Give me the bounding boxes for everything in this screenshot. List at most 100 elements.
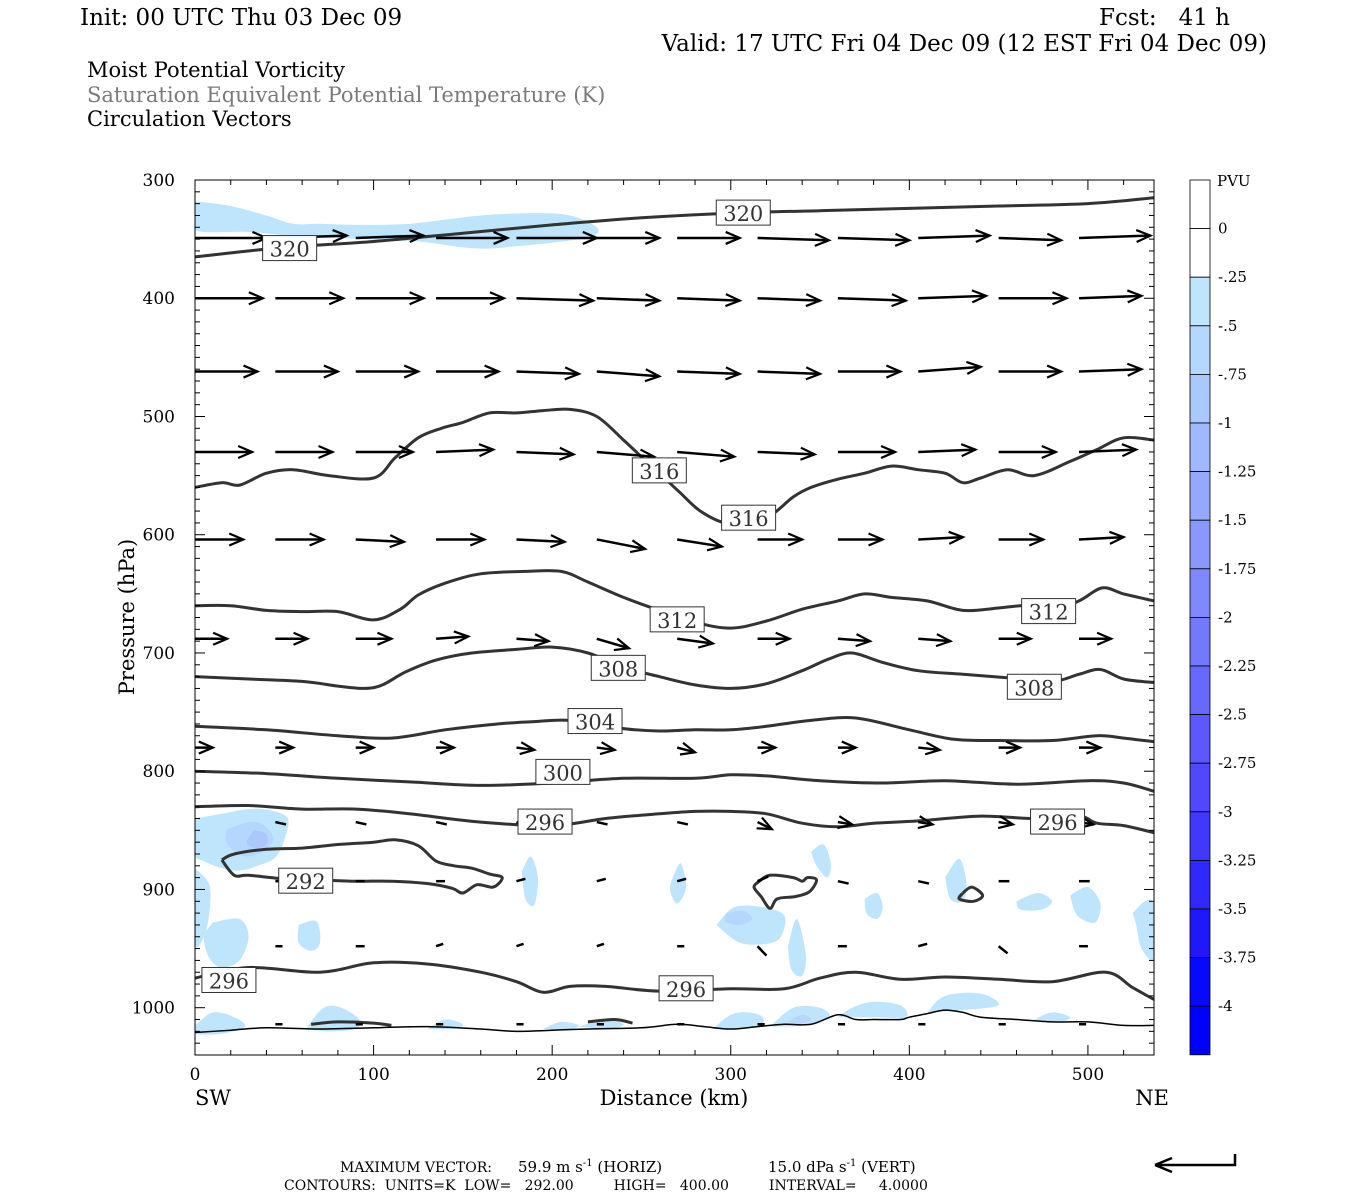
vector-head — [359, 740, 377, 755]
vector-arrow — [436, 443, 497, 458]
vector-arrow — [918, 289, 989, 304]
field-title-mpv: Moist Potential Vorticity — [87, 58, 345, 82]
vector-shaft — [918, 535, 963, 541]
vector-arrow — [516, 741, 538, 756]
vector-shaft — [355, 820, 367, 826]
vector-shaft — [596, 942, 605, 948]
contour-label: 320 — [262, 235, 318, 262]
vector-head — [377, 631, 395, 646]
vector-head — [725, 293, 743, 308]
pv-region-3 — [246, 830, 268, 849]
contour-label-text: 308 — [598, 657, 638, 681]
vector-arrow — [596, 942, 605, 948]
vector-arrow — [677, 230, 743, 245]
contour-label-text: 320 — [270, 238, 310, 262]
vector-head — [805, 293, 823, 308]
vector-head — [894, 232, 913, 247]
vector-head — [1135, 229, 1154, 244]
pv-region-26 — [837, 1001, 908, 1019]
vector-arrow — [998, 291, 1070, 306]
contour-label: 308 — [1006, 673, 1062, 700]
init-label: Init: 00 UTC Thu 03 Dec 09 — [80, 5, 402, 31]
contour-label: 308 — [590, 654, 646, 681]
vector-head — [1028, 532, 1047, 547]
contour-label: 316 — [721, 504, 777, 531]
colorbar-swatch — [1189, 908, 1211, 958]
vector-arrow — [676, 537, 725, 552]
vector-arrow — [195, 291, 266, 306]
colorbar-label: -1.5 — [1218, 511, 1247, 529]
vector-shaft — [917, 942, 928, 948]
vector-shaft — [596, 746, 615, 752]
vector-arrow — [516, 534, 568, 549]
contour-label-text: 312 — [1029, 601, 1069, 625]
vector-shaft — [757, 370, 821, 376]
vector-shaft — [918, 448, 976, 454]
colorbar-swatch — [1189, 665, 1211, 715]
vector-arrow — [998, 631, 1034, 646]
contour-label-box — [535, 758, 591, 785]
contour-label-text: 296 — [1038, 811, 1078, 835]
vector-head — [278, 740, 297, 755]
contour-label-box — [262, 235, 318, 262]
vector-arrow — [676, 820, 689, 826]
vector-head — [644, 293, 663, 308]
contour-label-text: 316 — [729, 507, 769, 531]
vector-shaft — [516, 746, 535, 752]
vector-head — [837, 815, 855, 830]
contour-label: 292 — [278, 867, 334, 894]
vector-shaft — [676, 820, 689, 826]
vector-arrow — [275, 740, 297, 755]
pv-region-17 — [1132, 899, 1154, 961]
vector-head — [323, 364, 341, 379]
contour-label-box — [721, 504, 777, 531]
vector-arrow — [757, 293, 823, 308]
x-tick-label: 300 — [715, 1065, 747, 1085]
colorbar-label: -3.25 — [1218, 851, 1256, 869]
vector-head — [935, 633, 954, 648]
pv-region-23 — [712, 1012, 764, 1030]
vert-vector-tag: (VERT) — [861, 1158, 916, 1176]
vector-head — [332, 229, 350, 244]
vector-arrow — [677, 366, 743, 381]
vector-arrow — [837, 740, 859, 755]
x-axis-title: Distance (km) — [600, 1086, 749, 1110]
vector-shaft — [435, 820, 448, 826]
colorbar-label: -3.5 — [1218, 900, 1247, 918]
vector-head — [237, 444, 255, 459]
pv-region-8 — [669, 863, 687, 904]
vector-head — [1126, 289, 1145, 304]
vector-head — [439, 740, 457, 755]
vector-shaft — [516, 637, 549, 643]
vector-arrow — [757, 532, 805, 547]
pv-region-13 — [864, 892, 883, 920]
vector-arrow — [596, 293, 663, 308]
vector-arrow — [436, 291, 507, 306]
contour-label-text: 304 — [575, 711, 615, 735]
vector-arrow — [355, 364, 422, 379]
colorbar-swatch — [1189, 471, 1211, 521]
contour-labels: 320 320 316 316 312 312 308 308 304 300 296 296 292 2… — [201, 199, 1086, 1002]
field-title-thetaes: Saturation Equivalent Potential Temperat… — [87, 83, 605, 107]
colorbar-label: -1.25 — [1218, 463, 1256, 481]
vector-head — [1016, 631, 1034, 646]
vector-shaft — [596, 820, 608, 826]
vector-shaft — [516, 942, 524, 948]
vector-arrow — [435, 942, 444, 948]
vector-arrow — [997, 945, 1009, 955]
vector-arrow — [275, 820, 287, 826]
contour-label-box — [1006, 673, 1062, 700]
vector-head — [198, 740, 216, 755]
vector-shaft — [435, 942, 444, 948]
horiz-vector-value: 59.9 m s-1 (HORIZ) — [518, 1158, 662, 1176]
pv-region-15 — [1016, 893, 1053, 911]
vector-shaft — [757, 450, 815, 456]
vector-shaft — [1078, 367, 1142, 373]
vector-shaft — [677, 370, 740, 376]
vector-head — [599, 741, 618, 756]
vector-head — [868, 532, 886, 547]
vector-shaft — [676, 877, 687, 883]
colorbar-swatch — [1189, 276, 1211, 327]
vector-arrow — [355, 740, 377, 755]
